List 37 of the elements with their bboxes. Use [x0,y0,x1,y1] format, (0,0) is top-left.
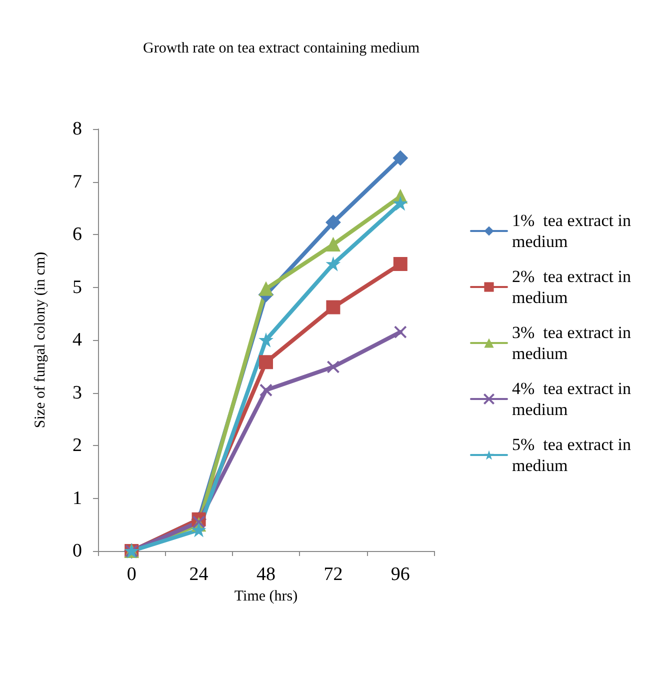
legend-label: 1% tea extract in medium [512,211,636,251]
x-tick-label: 48 [256,564,276,585]
y-tick-label: 8 [72,118,82,140]
chart-title: Growth rate on tea extract containing medium [143,40,420,56]
y-tick-label: 3 [72,382,82,404]
legend-label: 5% tea extract in medium [512,435,636,475]
point [259,355,273,370]
legend-label: 3% tea extract in medium [512,323,636,363]
x-tick-label: 96 [390,564,410,585]
point [192,523,206,536]
y-tick-label: 0 [72,540,82,562]
y-tick-label: 7 [72,171,82,192]
y-axis-title: Size of fungal colony (in cm) [32,252,48,428]
x-tick-label: 24 [189,564,209,585]
point [392,150,408,166]
y-tick-label: 1 [72,488,82,509]
point [394,196,407,210]
y-tick-label: 2 [72,435,82,456]
point [192,515,206,528]
point [260,384,272,397]
x-axis-title: Time (hrs) [234,588,298,604]
point [326,238,340,252]
point [259,282,273,296]
point [393,257,408,272]
y-tick-label: 5 [72,276,82,298]
legend-label: 2% tea extract in medium [512,267,636,307]
y-tick-label: 6 [72,224,82,245]
x-tick-label: 0 [126,564,136,585]
point [326,258,340,271]
point [326,300,340,314]
point [326,214,341,230]
point [394,326,407,339]
legend-label: 4% tea extract in medium [512,379,636,419]
x-tick-label: 72 [324,564,343,585]
y-tick-label: 4 [72,330,82,350]
point [326,360,340,374]
point [260,334,272,346]
